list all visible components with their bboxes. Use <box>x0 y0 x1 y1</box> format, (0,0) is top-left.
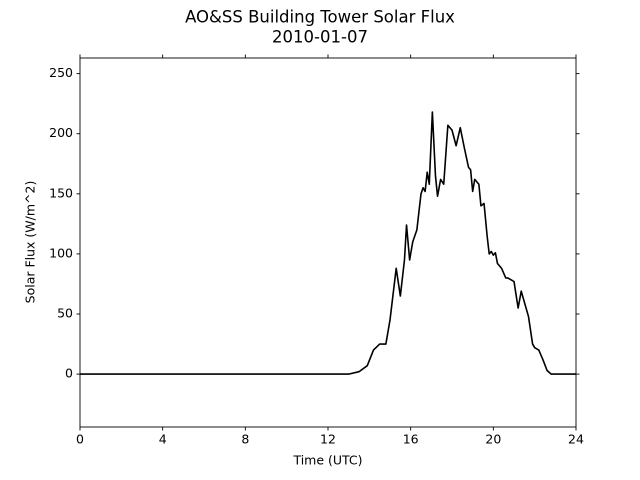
x-axis-label: Time (UTC) <box>292 453 362 468</box>
y-tick-label: 100 <box>49 245 73 260</box>
plot-frame <box>79 57 577 428</box>
y-tick-label: 0 <box>65 366 73 381</box>
chart-subtitle: 2010-01-07 <box>272 28 368 47</box>
data-line <box>80 111 576 375</box>
chart-title: AO&SS Building Tower Solar Flux <box>185 8 455 27</box>
y-axis-label: Solar Flux (W/m^2) <box>23 181 38 304</box>
x-tick-label: 20 <box>485 432 501 447</box>
x-tick-label: 24 <box>568 432 584 447</box>
x-tick-label: 16 <box>403 432 419 447</box>
y-tick-label: 50 <box>57 306 73 321</box>
x-tick-label: 8 <box>241 432 249 447</box>
y-tick-label: 150 <box>49 185 73 200</box>
y-tick-label: 250 <box>49 65 73 80</box>
x-tick-label: 12 <box>320 432 336 447</box>
x-tick-label: 4 <box>159 432 167 447</box>
y-tick-label: 200 <box>49 125 73 140</box>
x-tick-label: 0 <box>76 432 84 447</box>
